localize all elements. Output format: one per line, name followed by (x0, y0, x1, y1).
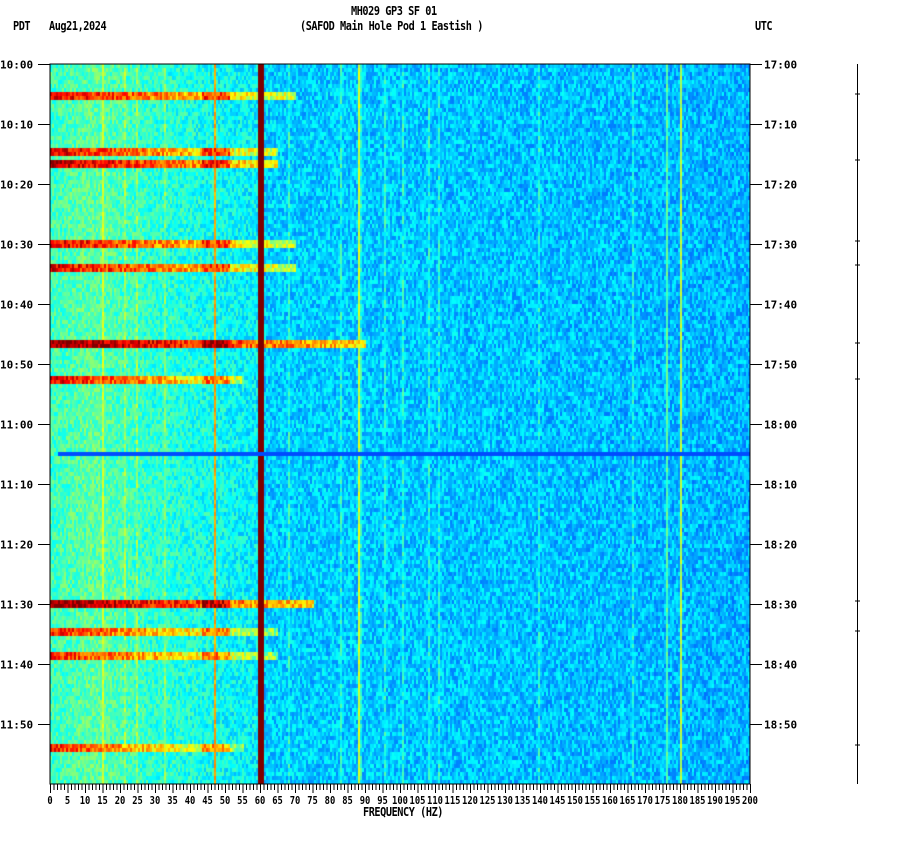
x-tick-label: 105 (410, 795, 426, 807)
x-tick-label: 160 (602, 795, 618, 807)
left-timezone: PDT (13, 19, 31, 33)
x-tick-label: 120 (462, 795, 478, 807)
x-tick-label: 30 (150, 795, 161, 807)
x-tick-label: 125 (480, 795, 496, 807)
y-tick-label-left: 10:10 (0, 119, 33, 132)
y-tick-label-right: 18:30 (764, 599, 797, 612)
y-tick-label-right: 17:10 (764, 119, 797, 132)
x-tick-label: 190 (707, 795, 723, 807)
x-tick-label: 0 (47, 795, 52, 807)
x-tick-label: 140 (532, 795, 548, 807)
x-tick-label: 75 (307, 795, 318, 807)
right-timezone: UTC (755, 19, 773, 33)
x-tick-label: 55 (237, 795, 248, 807)
x-tick-label: 60 (255, 795, 266, 807)
x-tick-label: 180 (672, 795, 688, 807)
x-axis-label: FREQUENCY (HZ) (363, 805, 444, 819)
x-tick-label: 85 (342, 795, 353, 807)
plot-frame (49, 63, 751, 785)
y-tick-label-left: 10:40 (0, 299, 33, 312)
y-tick-label-right: 17:00 (764, 59, 797, 72)
x-tick-label: 100 (392, 795, 408, 807)
x-tick-label: 95 (377, 795, 388, 807)
x-tick-label: 90 (360, 795, 371, 807)
x-tick-label: 155 (585, 795, 601, 807)
x-tick-label: 80 (325, 795, 336, 807)
x-tick-label: 15 (97, 795, 108, 807)
y-tick-label-left: 11:20 (0, 539, 33, 552)
y-tick-label-left: 11:00 (0, 419, 33, 432)
y-tick-label-left: 11:50 (0, 719, 33, 732)
y-tick-label-right: 17:30 (764, 239, 797, 252)
x-tick-label: 35 (167, 795, 178, 807)
x-tick-label: 45 (202, 795, 213, 807)
y-tick-label-right: 18:20 (764, 539, 797, 552)
y-tick-label-right: 17:40 (764, 299, 797, 312)
x-tick-label: 5 (65, 795, 70, 807)
x-tick-label: 40 (185, 795, 196, 807)
y-tick-label-left: 10:30 (0, 239, 33, 252)
x-tick-label: 110 (427, 795, 443, 807)
x-tick-label: 145 (550, 795, 566, 807)
x-tick-label: 165 (620, 795, 636, 807)
x-tick-label: 200 (742, 795, 758, 807)
y-tick-label-left: 10:20 (0, 179, 33, 192)
y-tick-label-left: 10:50 (0, 359, 33, 372)
x-tick-label: 20 (115, 795, 126, 807)
x-tick-label: 130 (497, 795, 513, 807)
date-label: Aug21,2024 (49, 19, 107, 33)
y-tick-label-left: 10:00 (0, 59, 33, 72)
y-tick-label-right: 17:50 (764, 359, 797, 372)
chart-title: MH029 GP3 SF 01 (351, 4, 437, 18)
x-tick-label: 10 (80, 795, 91, 807)
y-tick-label-left: 11:40 (0, 659, 33, 672)
y-tick-label-right: 18:00 (764, 419, 797, 432)
x-tick-label: 175 (655, 795, 671, 807)
x-tick-label: 195 (725, 795, 741, 807)
y-tick-label-left: 11:10 (0, 479, 33, 492)
chart-subtitle: (SAFOD Main Hole Pod 1 Eastish ) (300, 19, 483, 33)
spectrogram-heatmap (50, 64, 750, 784)
x-tick-label: 185 (690, 795, 706, 807)
x-tick-label: 170 (637, 795, 653, 807)
y-tick-label-left: 11:30 (0, 599, 33, 612)
x-tick-label: 115 (445, 795, 461, 807)
x-tick-label: 50 (220, 795, 231, 807)
y-tick-label-right: 18:40 (764, 659, 797, 672)
x-tick-label: 25 (132, 795, 143, 807)
x-tick-label: 65 (272, 795, 283, 807)
y-tick-label-right: 18:10 (764, 479, 797, 492)
x-tick-label: 70 (290, 795, 301, 807)
y-tick-label-right: 18:50 (764, 719, 797, 732)
x-tick-label: 150 (567, 795, 583, 807)
x-tick-label: 135 (515, 795, 531, 807)
y-tick-label-right: 17:20 (764, 179, 797, 192)
